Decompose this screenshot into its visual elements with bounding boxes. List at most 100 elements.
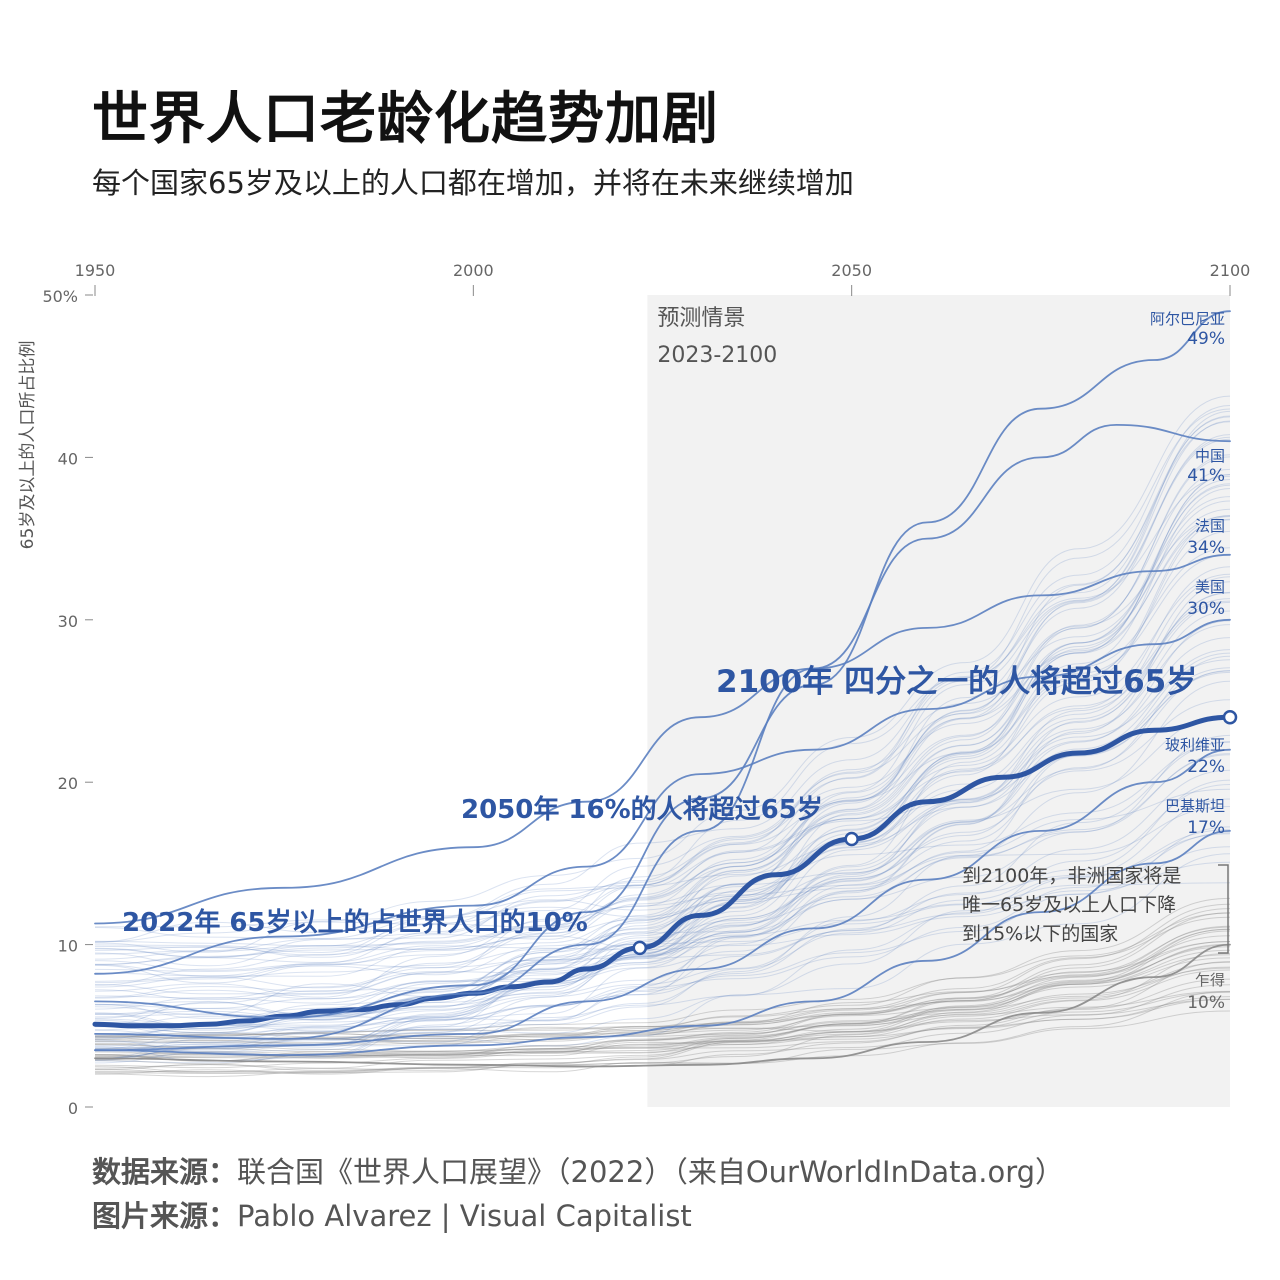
projection-range-label: 2023-2100 (657, 343, 777, 368)
background-country-line (94, 978, 1231, 1059)
end-label-value: 41% (1187, 466, 1225, 486)
end-label-name: 中国 (1195, 447, 1225, 465)
y-tick-label: 50% (42, 287, 78, 306)
background-country-line (94, 991, 1231, 1073)
x-tick-label: 2000 (453, 261, 494, 280)
background-country-line (94, 714, 1231, 958)
background-country-line (94, 566, 1231, 1021)
end-label-value: 49% (1187, 329, 1225, 349)
country-line-2 (94, 423, 1231, 1040)
background-country-line (94, 600, 1231, 1027)
background-country-line (94, 984, 1231, 1074)
end-label-name: 玻利维亚 (1165, 736, 1225, 754)
background-country-line (94, 954, 1231, 1044)
y-tick-label: 0 (68, 1099, 78, 1118)
background-country-line (94, 826, 1231, 1060)
background-country-line (94, 576, 1231, 998)
background-country-line (94, 952, 1231, 1075)
africa-note-line: 到2100年，非洲国家将是 (962, 865, 1181, 887)
background-country-line (94, 670, 1231, 1032)
background-country-line (94, 554, 1231, 960)
background-country-line (94, 912, 1231, 1037)
image-source-key: 图片来源： (92, 1199, 238, 1233)
background-country-line (94, 415, 1231, 986)
country-line-7 (94, 943, 1231, 1068)
background-country-line (94, 941, 1231, 1040)
data-source: 数据来源：联合国《世界人口展望》（2022）（来自OurWorldInData.… (92, 1150, 1064, 1194)
background-country-line (94, 652, 1231, 1062)
background-country-line (94, 680, 1231, 1064)
background-country-line (94, 436, 1231, 1034)
key-point-label: 2022年 65岁以上的占世界人口的10% (122, 907, 588, 938)
background-country-line (94, 798, 1231, 1034)
country-line-3 (94, 553, 1231, 925)
end-label-value: 17% (1187, 818, 1225, 838)
world-line (92, 714, 1233, 1029)
country-line-5 (94, 748, 1231, 1052)
background-country-line (94, 573, 1231, 984)
x-tick-label: 1950 (75, 261, 116, 280)
background-country-line (94, 405, 1231, 999)
background-country-line (94, 935, 1231, 1039)
background-country-line (94, 500, 1231, 977)
background-country-line (94, 946, 1231, 1037)
background-country-line (94, 741, 1231, 1039)
background-country-line (94, 515, 1231, 956)
background-country-line (94, 508, 1231, 988)
background-country-line (94, 438, 1231, 1021)
background-country-line (94, 592, 1231, 1019)
background-country-line (94, 474, 1231, 1052)
background-country-line (94, 833, 1231, 989)
africa-note-line: 唯一65岁及以上人口下降 (962, 894, 1176, 916)
x-tick-label: 2050 (831, 261, 872, 280)
y-tick-label: 20 (58, 774, 78, 793)
data-source-value: 联合国《世界人口展望》（2022）（来自OurWorldInData.org） (237, 1155, 1065, 1189)
background-country-line (94, 496, 1231, 955)
end-label-value: 34% (1187, 538, 1225, 558)
background-country-line (94, 832, 1231, 1040)
background-country-line (94, 637, 1231, 1021)
background-country-line (94, 624, 1231, 1031)
background-country-line (94, 434, 1231, 1028)
background-country-line (94, 903, 1231, 1058)
footer: 数据来源：联合国《世界人口展望》（2022）（来自OurWorldInData.… (92, 1150, 1064, 1238)
background-country-line (94, 741, 1231, 943)
background-country-line (94, 395, 1231, 953)
background-country-line (94, 515, 1231, 967)
chart-title: 世界人口老龄化趋势加剧 (92, 87, 719, 152)
background-country-line (94, 408, 1231, 977)
background-country-line (94, 659, 1231, 943)
y-tick-label: 40 (58, 449, 78, 468)
background-country-line (94, 861, 1231, 965)
background-country-line (94, 925, 1231, 1062)
end-label-value: 22% (1187, 757, 1225, 777)
y-tick-label: 30 (58, 612, 78, 631)
image-source-value: Pablo Alvarez | Visual Capitalist (237, 1199, 692, 1233)
background-country-line (94, 734, 1231, 1019)
y-axis-label: 65岁及以上的人口所占比例 (18, 341, 38, 550)
country-line-4 (94, 618, 1231, 975)
key-point-label: 2050年 16%的人将超过65岁 (461, 794, 823, 825)
background-country-line (94, 949, 1231, 1058)
end-label-name: 法国 (1195, 517, 1225, 535)
background-country-line (94, 598, 1231, 966)
background-country-line (94, 456, 1231, 1047)
end-label-value: 10% (1187, 993, 1225, 1013)
projection-label: 预测情景 (657, 306, 745, 331)
background-country-line (94, 961, 1231, 1061)
background-country-line (94, 788, 1231, 940)
background-country-line (94, 916, 1231, 1045)
africa-note-line: 到15%以下的国家 (962, 923, 1118, 945)
population-aging-chart: 预测情景 2023-2100 50% 40 30 20 10 0 1950 2000 2050 21… (18, 261, 1250, 1118)
background-country-line (94, 518, 1231, 954)
background-country-line (94, 928, 1231, 1069)
background-country-line (94, 547, 1231, 1015)
end-label-name: 美国 (1195, 578, 1225, 596)
background-country-line (94, 912, 1231, 1074)
key-point (632, 940, 648, 956)
data-source-key: 数据来源： (92, 1155, 238, 1189)
background-country-line (94, 996, 1231, 1059)
country-line-1 (94, 310, 1231, 1019)
background-country-line (94, 967, 1231, 1048)
chart-subtitle: 每个国家65岁及以上的人口都在增加，并将在未来继续增加 (92, 166, 854, 200)
